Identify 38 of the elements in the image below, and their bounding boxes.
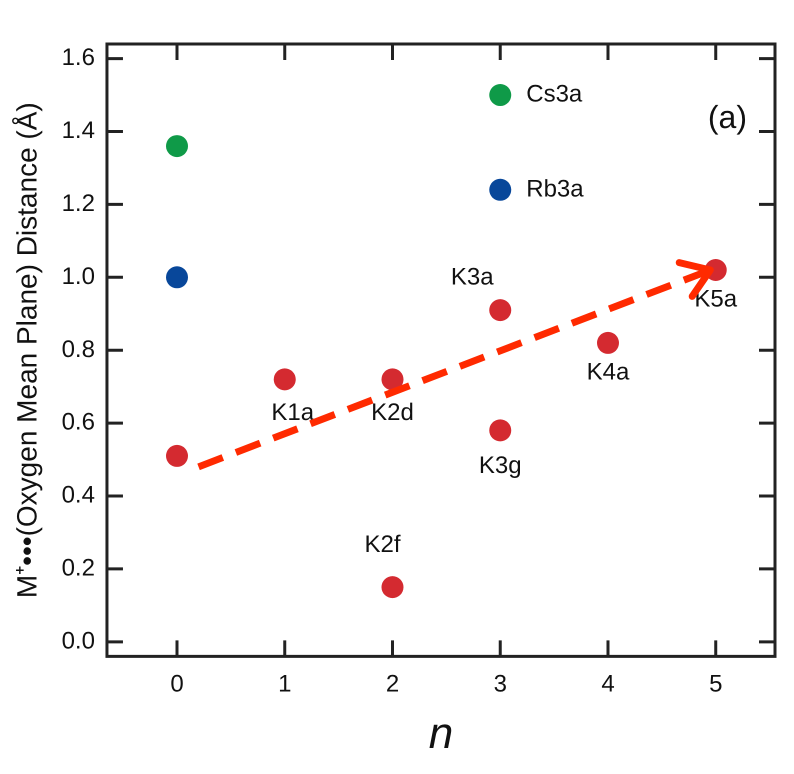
y-tick-label: 0.4: [62, 482, 95, 509]
annotation: K3a: [450, 264, 494, 291]
annotation: K2f: [364, 530, 401, 558]
y-tick-label: 1.6: [62, 44, 95, 72]
y-tick-label: 0.8: [62, 336, 95, 363]
point: [381, 368, 404, 390]
annotation: Cs3a: [526, 80, 583, 108]
y-tick-label: 1.2: [62, 190, 95, 218]
y-tick-label: 1.0: [62, 262, 95, 290]
annotation: K3g: [478, 452, 522, 480]
annotation: K2d: [371, 398, 414, 426]
x-tick-label: 5: [709, 670, 722, 698]
annotation: K4a: [586, 358, 630, 386]
point: [596, 332, 619, 354]
point: [274, 368, 296, 390]
x-tick-label: 4: [601, 670, 615, 698]
x-tick-label: 0: [170, 670, 184, 698]
point: [489, 178, 512, 201]
x-tick-label: 1: [278, 670, 292, 698]
annotation: Rb3a: [526, 175, 584, 202]
point: [489, 299, 512, 322]
annotation: K5a: [694, 286, 738, 313]
y-tick-label: 0.2: [62, 554, 95, 582]
point: [489, 419, 512, 442]
annotation: K1a: [271, 398, 315, 426]
x-tick-label: 2: [386, 670, 400, 698]
x-axis-title: n: [428, 708, 454, 758]
point: [489, 84, 512, 106]
annotation: (a): [708, 98, 747, 135]
point: [381, 576, 404, 598]
point: [166, 444, 188, 467]
y-tick-label: 0.6: [62, 408, 95, 436]
x-tick-label: 3: [494, 670, 507, 698]
point: [166, 135, 188, 158]
y-axis-title: M⁺•••(Oxygen Mean Plane) Distance (Å): [12, 102, 43, 598]
y-tick-label: 1.4: [62, 117, 95, 144]
point: [166, 266, 188, 288]
y-tick-label: 0.0: [62, 627, 95, 654]
